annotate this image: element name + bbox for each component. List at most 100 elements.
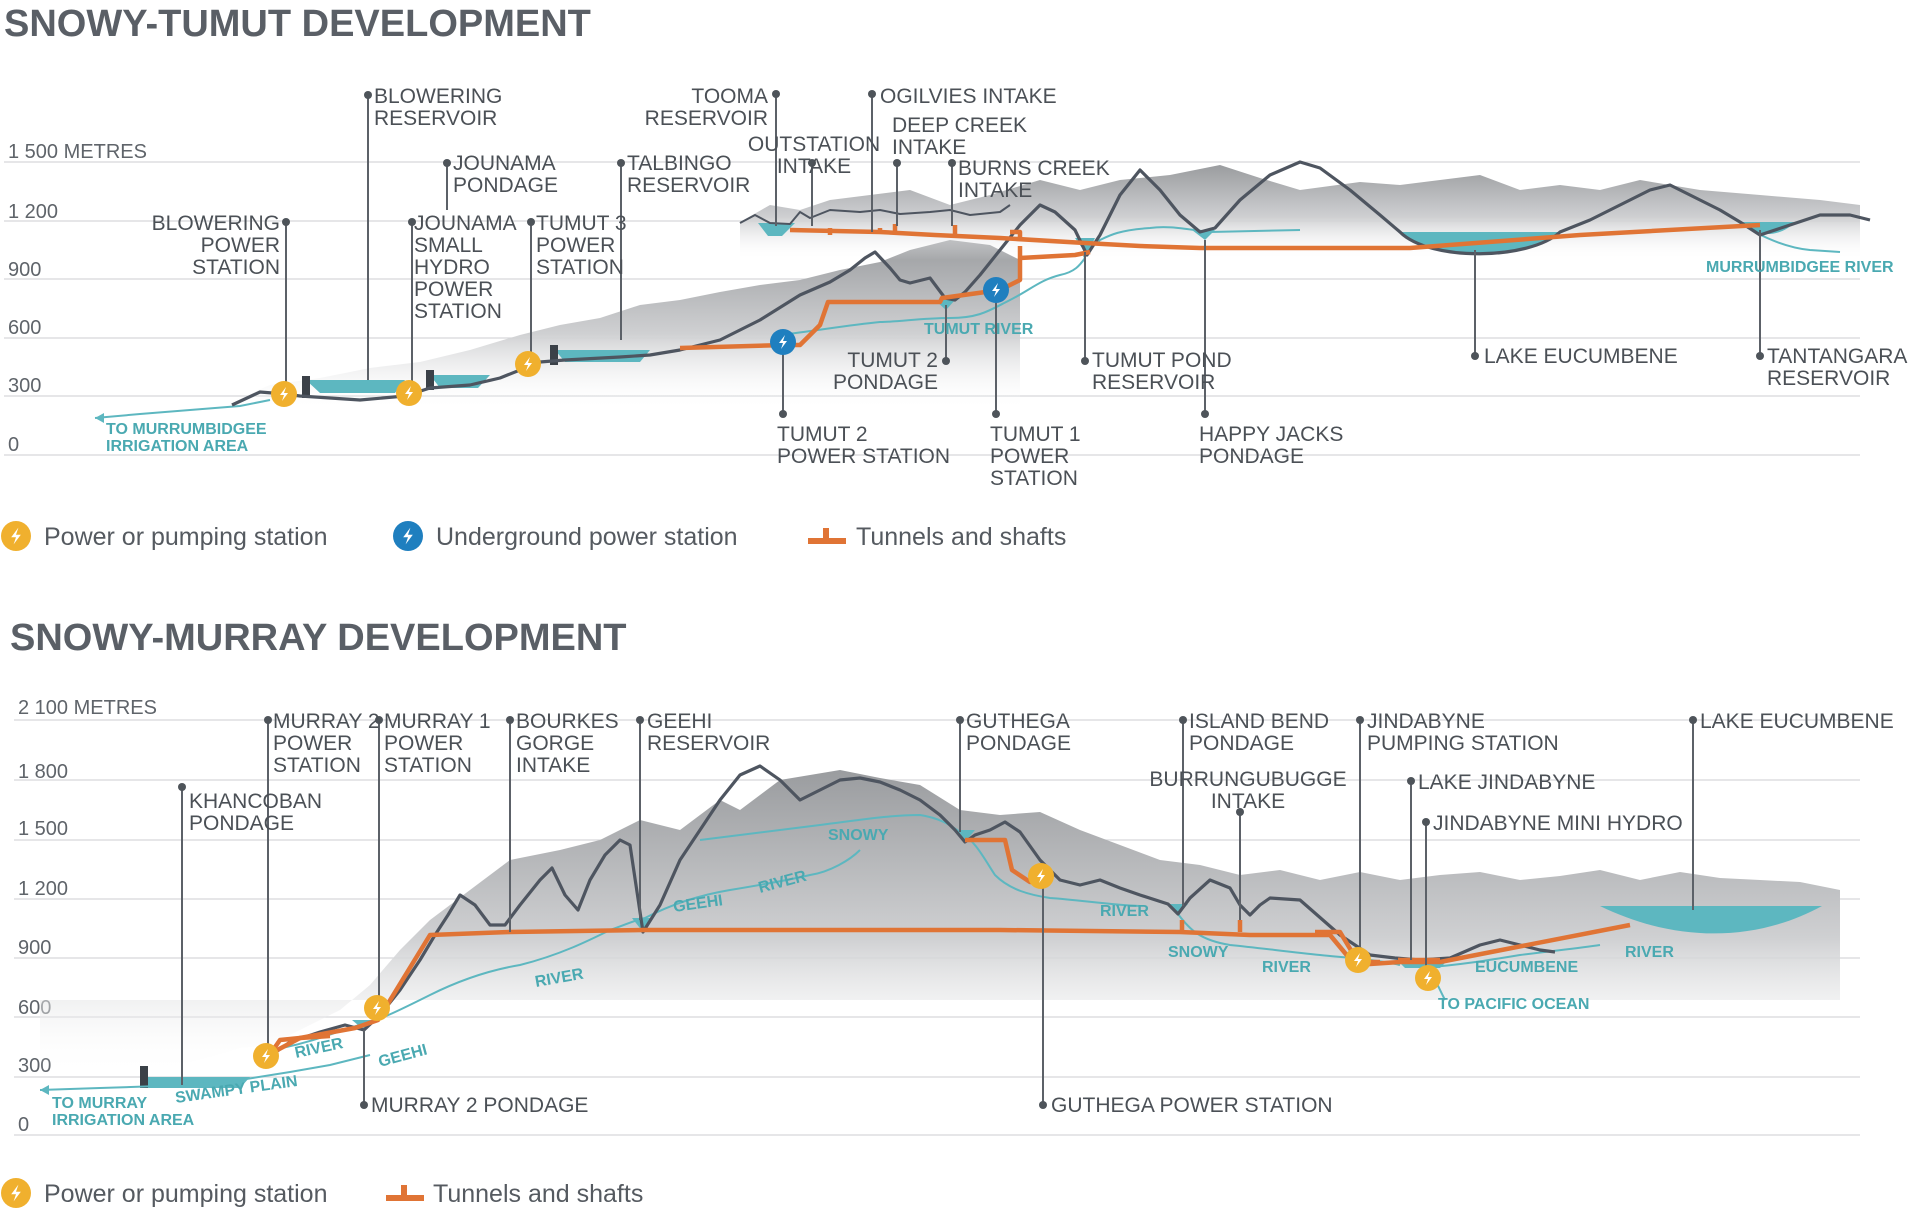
- label-burrungubugge-intake: BURRUNGUBUGGE: [1149, 768, 1346, 791]
- label-murrumbidgee-river: MURRUMBIDGEE RIVER: [1706, 259, 1894, 276]
- tumut-tunnel-shafts: [827, 224, 1091, 261]
- tunnel-legend-icon: [386, 1185, 424, 1201]
- label-tooma-reservoir: TOOMA: [691, 85, 768, 108]
- label-murray1-power-station: MURRAY 1: [384, 710, 491, 733]
- label-snowy-1: SNOWY: [828, 827, 889, 844]
- label-jindabyne-mini-hydro: JINDABYNE MINI HYDRO: [1433, 812, 1683, 835]
- tumut-power-stations: [271, 277, 1009, 407]
- murray-axis-900: 900: [18, 937, 51, 959]
- murray-tunnel-main: [264, 922, 1631, 1058]
- power-station-icon: [364, 995, 390, 1021]
- label-ogilvies-intake: OGILVIES INTAKE: [880, 85, 1057, 108]
- tumut-river-labels: TO MURRUMBIDGEE IRRIGATION AREA TUMUT RIV…: [106, 259, 1894, 455]
- murray-axis-0: 0: [18, 1114, 29, 1136]
- lightning-bolt-icon: [393, 521, 423, 551]
- murray-axis-1500: 1 500: [18, 818, 68, 840]
- murray-axis-1200: 1 200: [18, 878, 68, 900]
- label-eucumbene-river: EUCUMBENE: [1475, 959, 1578, 976]
- tumut-blowering-dam: [302, 376, 310, 398]
- murray-legend: Power or pumping station Tunnels and sha…: [1, 1178, 643, 1208]
- label-jindabyne-pumping-station: JINDABYNE: [1367, 710, 1485, 733]
- tumut-axis-600: 600: [8, 317, 41, 339]
- tumut-legend: Power or pumping station Underground pow…: [1, 521, 1066, 551]
- label-to-murrumbidgee: TO MURRUMBIDGEE: [106, 421, 267, 438]
- tumut-talbingo-dam: [550, 345, 558, 365]
- murray-swampy-river: [39, 1054, 371, 1091]
- label-island-bend-pondage: ISLAND BEND: [1189, 710, 1329, 733]
- label-blowering-reservoir: BLOWERING: [374, 85, 502, 108]
- tumut-legend-underground: Underground power station: [436, 523, 738, 551]
- label-geehi-1: GEEHI: [377, 1042, 430, 1071]
- murray-leader-lines: [178, 716, 1697, 1109]
- svg-text:LAKE JINDABYNE: LAKE JINDABYNE: [1418, 771, 1595, 794]
- murray-title: SNOWY-MURRAY DEVELOPMENT: [10, 617, 627, 659]
- tumut-axis-labels: 1 500 METRES 1 200 900 600 300 0: [8, 141, 147, 456]
- label-to-pacific-ocean: TO PACIFIC OCEAN: [1438, 996, 1589, 1013]
- power-station-icon: [515, 351, 541, 377]
- label-tumut2-pondage: TUMUT 2: [847, 349, 938, 372]
- power-station-icon: [396, 380, 422, 406]
- tumut-tooma-water: [758, 223, 795, 236]
- label-to-murray: TO MURRAY: [52, 1095, 147, 1112]
- label-river-5: RIVER: [1262, 959, 1311, 976]
- murray-geehi-upper-river: [644, 849, 861, 919]
- power-station-icon: [1028, 863, 1054, 889]
- label-tumut-river: TUMUT RIVER: [924, 321, 1034, 338]
- underground-station-icon: [983, 277, 1009, 303]
- label-khancoban-pondage: KHANCOBAN: [189, 790, 322, 813]
- tumut-upper-river: [779, 226, 1301, 336]
- murray-mountain-shading: [40, 770, 1840, 1075]
- tumut-axis-1200: 1 200: [8, 201, 58, 223]
- label-guthega-power-station: GUTHEGA POWER STATION: [1051, 1094, 1333, 1117]
- murray-river-arrow: [40, 1085, 49, 1095]
- svg-text:OGILVIES INTAKE: OGILVIES INTAKE: [880, 85, 1057, 108]
- tumut-ridge-line: [231, 160, 1871, 407]
- label-tantangara-reservoir: TANTANGARA: [1767, 345, 1907, 368]
- label-bourkes-gorge-intake: BOURKES: [516, 710, 619, 733]
- label-deep-creek-intake: DEEP CREEK: [892, 114, 1027, 137]
- tumut-legend-tunnels: Tunnels and shafts: [856, 523, 1066, 551]
- murray-eucumbene-river: [1419, 944, 1601, 969]
- tunnel-legend-icon: [808, 528, 846, 544]
- murray-axis-2100: 2 100 METRES: [18, 697, 157, 719]
- murray-ridge-line: [261, 764, 1556, 1064]
- snowy-murray-section: SNOWY-MURRAY DEVELOPMENT 2 100 METRES 1 …: [1, 617, 1894, 1208]
- murray-legend-tunnels: Tunnels and shafts: [433, 1180, 643, 1208]
- power-station-icon: [271, 381, 297, 407]
- underground-station-icon: [770, 329, 796, 355]
- tumut-axis-300: 300: [8, 375, 41, 397]
- tumut-title: SNOWY-TUMUT DEVELOPMENT: [4, 3, 591, 45]
- tumut-labels: BLOWERING RESERVOIR BLOWERING POWER STATION…: [152, 85, 1908, 490]
- svg-text:GUTHEGA POWER STATION: GUTHEGA POWER STATION: [1051, 1094, 1333, 1117]
- lightning-bolt-icon: [1, 521, 31, 551]
- label-tumut2-power-station: TUMUT 2: [777, 423, 868, 446]
- murray-labels: KHANCOBAN PONDAGE MURRAY 2 POWER STATION MU…: [189, 710, 1894, 1117]
- label-happy-jacks-pondage: HAPPY JACKS: [1199, 423, 1343, 446]
- label-lake-eucumbene-tumut: LAKE EUCUMBENE: [1484, 345, 1678, 368]
- label-burns-creek-intake: BURNS CREEK: [958, 157, 1110, 180]
- murray-tunnel-jindabyne: [1360, 957, 1440, 965]
- svg-text:MURRAY 2 PONDAGE: MURRAY 2 PONDAGE: [371, 1094, 588, 1117]
- tumut-tunnel-upper: [789, 222, 1761, 251]
- lightning-bolt-icon: [1, 1178, 31, 1208]
- label-geehi-reservoir: GEEHI: [647, 710, 712, 733]
- label-river-6: RIVER: [1625, 944, 1674, 961]
- murray-eucumbene-water: [1600, 906, 1822, 934]
- label-murray2-power-station: MURRAY 2: [273, 710, 380, 733]
- murray-power-stations: [253, 863, 1441, 1069]
- label-river-4: RIVER: [1100, 903, 1149, 920]
